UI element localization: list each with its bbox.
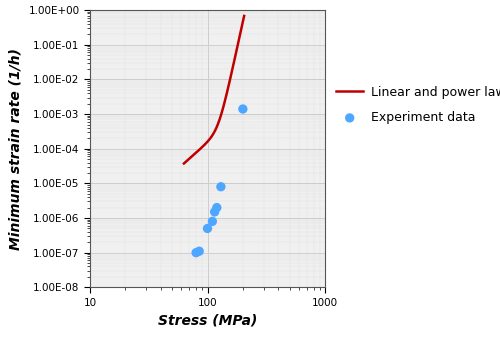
Linear and power law xyxy=(230,63,236,67)
Experiment data xyxy=(208,219,216,224)
Line: Linear and power law: Linear and power law xyxy=(184,16,244,164)
Experiment data xyxy=(210,209,218,215)
Linear and power law xyxy=(210,133,216,137)
Experiment data xyxy=(195,248,203,254)
Experiment data xyxy=(217,184,225,189)
Linear and power law xyxy=(240,21,246,25)
Linear and power law xyxy=(181,162,187,166)
Experiment data xyxy=(239,106,247,112)
Linear and power law xyxy=(214,125,220,129)
Y-axis label: Minimum strain rate (1/h): Minimum strain rate (1/h) xyxy=(9,48,23,250)
Linear and power law xyxy=(241,14,247,18)
Experiment data xyxy=(213,205,221,210)
Linear and power law xyxy=(217,117,223,121)
Experiment data xyxy=(204,226,212,231)
X-axis label: Stress (MPa): Stress (MPa) xyxy=(158,313,257,327)
Experiment data xyxy=(192,250,200,256)
Legend: Linear and power law, Experiment data: Linear and power law, Experiment data xyxy=(336,86,500,124)
Linear and power law xyxy=(210,132,216,137)
